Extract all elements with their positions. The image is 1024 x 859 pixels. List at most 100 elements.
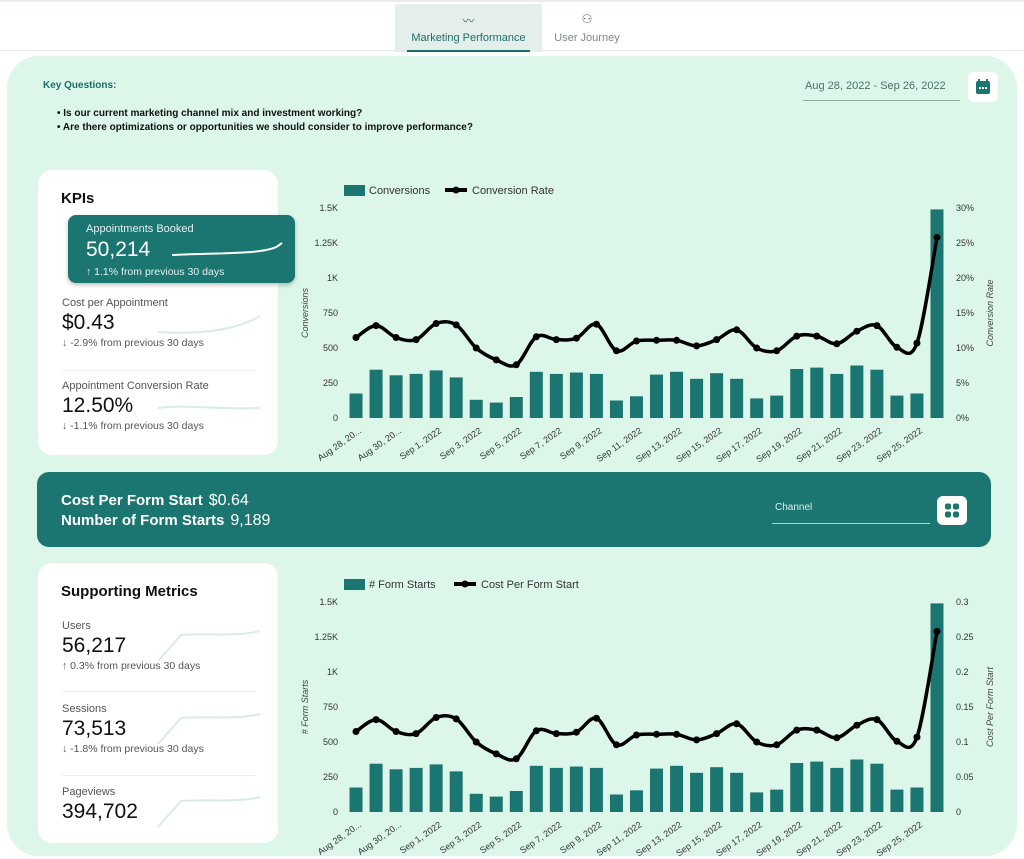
users-icon: ⚇ — [581, 12, 593, 26]
tab-marketing-performance[interactable]: 〰 Marketing Performance — [395, 4, 542, 52]
y2-tick-label: 0.25 — [956, 632, 974, 642]
bar — [429, 764, 443, 812]
metric-label: Appointment Conversion Rate — [62, 380, 209, 392]
legend-label-bars: # Form Starts — [369, 579, 436, 591]
bar — [790, 369, 804, 418]
y2-tick-label: 0.2 — [956, 667, 969, 677]
x-tick-label: Sep 7, 2022 — [518, 819, 564, 855]
line-point — [813, 726, 821, 734]
y2-tick-label: 10% — [956, 343, 974, 353]
line-point — [592, 714, 600, 722]
y-tick-label: 1.5K — [319, 203, 338, 213]
bar — [509, 397, 523, 418]
line-point — [753, 344, 761, 352]
line-point — [653, 730, 661, 738]
x-tick-label: Sep 1, 2022 — [398, 819, 444, 855]
date-range-picker[interactable]: Aug 28, 2022 - Sep 26, 2022 — [803, 80, 960, 101]
line-point — [472, 738, 480, 746]
divider — [62, 775, 256, 776]
y-tick-label: 250 — [323, 772, 338, 782]
line-point — [412, 336, 420, 344]
question-2: • Are there optimizations or opportuniti… — [57, 122, 473, 133]
bar — [910, 787, 924, 812]
line-point — [793, 726, 801, 734]
sparkline — [157, 796, 261, 828]
bar — [890, 789, 904, 812]
line-point — [512, 755, 520, 763]
metric-pageviews: Pageviews 394,702 — [62, 786, 262, 824]
y-tick-label: 500 — [323, 737, 338, 747]
arrow-down-icon: ↓ — [62, 337, 68, 349]
form-starts-label: Number of Form Starts — [61, 512, 225, 529]
bar — [710, 373, 724, 418]
y-tick-label: 1.25K — [314, 238, 338, 248]
y-tick-label: 1.5K — [319, 597, 338, 607]
metric-label: Appointments Booked — [86, 223, 194, 235]
line-series — [355, 237, 939, 368]
line-point — [653, 336, 661, 344]
calendar-button[interactable] — [968, 72, 998, 102]
line-point — [773, 347, 781, 355]
trending-sparkle-icon: 〰 — [462, 14, 475, 28]
legend-label-line: Conversion Rate — [472, 185, 554, 197]
bar — [449, 771, 463, 812]
bar — [589, 373, 603, 418]
line-point — [472, 344, 480, 352]
line-point — [552, 336, 560, 344]
cost-per-form-start-value: $0.64 — [208, 492, 249, 509]
bar — [509, 791, 523, 812]
tab-user-journey[interactable]: ⚇ User Journey — [542, 4, 632, 52]
line-point — [632, 731, 640, 739]
calendar-icon — [976, 79, 990, 94]
bar — [629, 790, 643, 812]
tab-label: Marketing Performance — [411, 32, 526, 44]
line-point — [933, 233, 941, 241]
filter-menu-button[interactable] — [937, 496, 967, 525]
legend-label-line: Cost Per Form Start — [481, 579, 579, 591]
x-tick-label: Sep 7, 2022 — [518, 425, 564, 461]
bar — [409, 373, 423, 418]
metric-value: 56,217 — [62, 634, 127, 657]
bar — [850, 365, 864, 418]
bar — [549, 373, 563, 418]
line-point — [893, 343, 901, 351]
y2-tick-label: 0.15 — [956, 702, 974, 712]
metric-change: -1.8% from previous 30 days — [70, 743, 204, 755]
bar — [489, 402, 503, 418]
metric-value: 73,513 — [62, 717, 127, 740]
bar — [489, 796, 503, 812]
x-tick-label: Aug 28, 20... — [316, 425, 364, 462]
legend-marker-line — [461, 580, 469, 588]
arrow-down-icon: ↓ — [62, 420, 68, 432]
legend-marker-line — [452, 186, 460, 194]
bar — [609, 400, 623, 418]
x-tick-label: Aug 28, 20... — [316, 819, 364, 856]
x-tick-label: Sep 5, 2022 — [478, 819, 524, 855]
metric-label: Users — [62, 620, 91, 632]
bar — [609, 794, 623, 812]
question-1: • Is our current marketing channel mix a… — [57, 108, 363, 119]
y-axis-title: Conversions — [300, 287, 310, 338]
divider — [62, 691, 256, 692]
bar — [569, 372, 583, 418]
x-tick-label: Aug 30, 20... — [356, 819, 404, 856]
channel-filter[interactable]: Channel — [772, 502, 930, 524]
line-point — [693, 342, 701, 350]
line-point — [813, 332, 821, 340]
bar — [670, 371, 684, 418]
line-point — [612, 347, 620, 355]
kpi-appointments-booked[interactable]: Appointments Booked 50,214 ↑ 1.1% from p… — [68, 215, 295, 283]
line-point — [432, 714, 440, 721]
line-series — [355, 631, 939, 762]
bar — [529, 371, 543, 418]
line-point — [673, 730, 681, 738]
metric-change: 1.1% from previous 30 days — [94, 266, 225, 278]
bar — [750, 398, 764, 418]
bar — [810, 761, 824, 812]
legend-swatch-bars — [344, 185, 365, 196]
bar — [369, 369, 383, 418]
line-point — [773, 741, 781, 749]
metric-value: $0.43 — [62, 311, 115, 334]
arrow-up-icon: ↑ — [86, 266, 92, 278]
bar — [690, 378, 704, 418]
